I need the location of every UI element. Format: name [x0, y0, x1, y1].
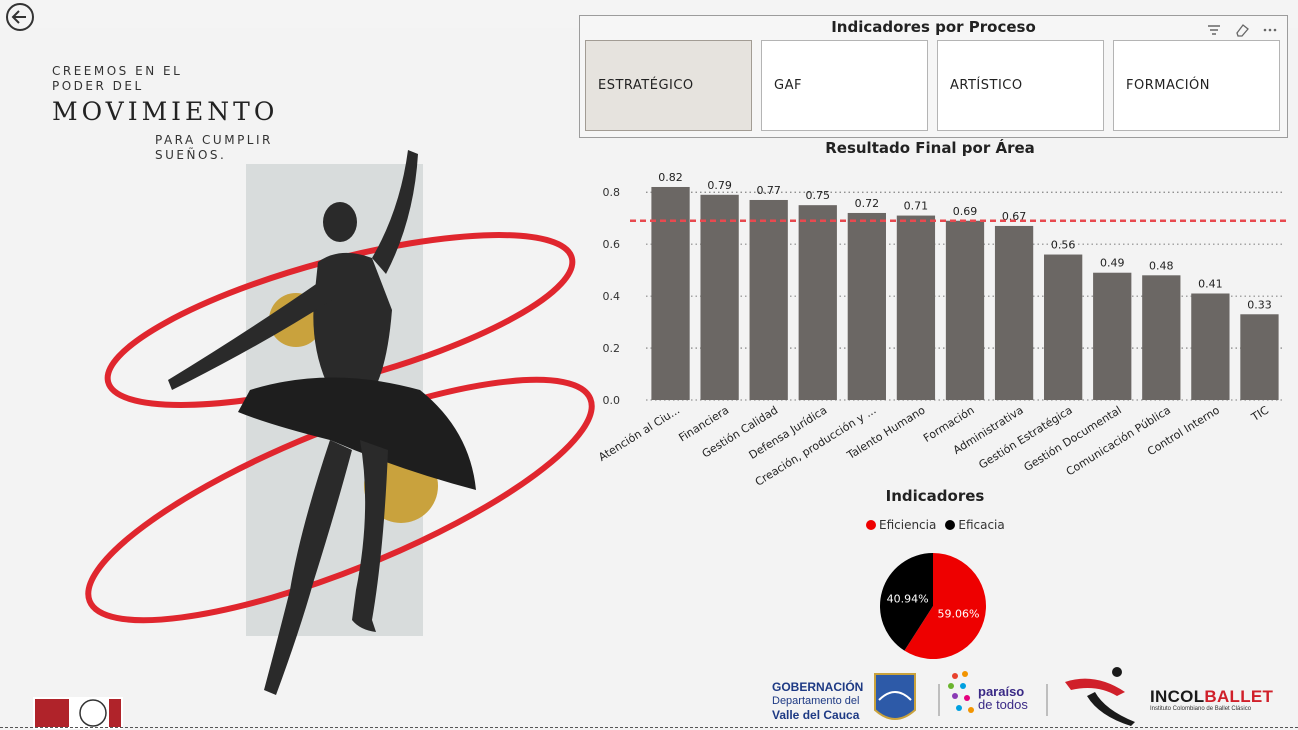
gobernacion-line-1: GOBERNACIÓN: [772, 680, 864, 694]
pie-value-label: 40.94%: [887, 593, 929, 606]
bar[interactable]: [847, 212, 886, 400]
incolballet-wordmark: INCOLBALLET: [1150, 687, 1273, 707]
poster-line-2: PODER DEL: [52, 79, 144, 93]
incolballet-subtitle: Instituto Colombiano de Ballet Clásico: [1150, 706, 1252, 712]
bar-data-label: 0.75: [806, 189, 831, 202]
slicer-option-gaf[interactable]: GAF: [761, 40, 928, 131]
legend-label-eficiencia: Eficiencia: [879, 518, 937, 532]
paraiso-line-2: de todos: [978, 697, 1028, 712]
bar-data-label: 0.56: [1051, 239, 1076, 252]
y-tick-label: 0.6: [603, 238, 621, 251]
bar-data-label: 0.72: [855, 197, 880, 210]
bar[interactable]: [1093, 272, 1132, 400]
bar-chart: 0.0 0.2 0.4 0.6 0.8 0.82 Atención al Ciu... 0.7…: [596, 171, 1288, 489]
poster-line-1: CREEMOS EN EL: [52, 64, 183, 78]
bar-data-label: 0.82: [658, 171, 683, 184]
slicer-title: Indicadores por Proceso: [831, 18, 1036, 36]
poster-line-5: SUEÑOS.: [155, 148, 227, 162]
incolballet-dancer-logo: [1065, 667, 1135, 726]
bar[interactable]: [651, 186, 690, 400]
bar[interactable]: [749, 199, 788, 400]
x-category-label: Atención al Ciu...: [596, 404, 682, 464]
pie-chart: 59.06% 40.94%: [880, 553, 986, 659]
bar-data-label: 0.77: [756, 184, 781, 197]
pie-value-label: 59.06%: [937, 607, 979, 620]
gobernacion-line-2: Departamento del: [772, 695, 860, 707]
pie-legend: Eficiencia Eficacia: [866, 518, 1009, 532]
eraser-icon[interactable]: [1233, 21, 1251, 39]
legend-label-eficacia: Eficacia: [958, 518, 1005, 532]
back-arrow-icon[interactable]: [5, 2, 35, 32]
iso-certification-logo: [33, 697, 123, 729]
bar-data-label: 0.48: [1149, 259, 1174, 272]
poster-line-4: PARA CUMPLIR: [155, 133, 273, 147]
poster-tagline-bottom: PARA CUMPLIR SUEÑOS.: [155, 133, 273, 163]
x-category-label: TIC: [1248, 403, 1271, 424]
incolballet-wordmark-b: BALLET: [1204, 687, 1274, 706]
gobernacion-line-3: Valle del Cauca: [772, 708, 860, 722]
bar[interactable]: [1142, 275, 1181, 400]
slicer-option-estrategico[interactable]: ESTRATÉGICO: [585, 40, 752, 131]
pie-slice-eficiencia[interactable]: [904, 553, 986, 659]
bar-data-label: 0.71: [904, 200, 929, 213]
pie-chart-title: Indicadores: [885, 487, 985, 505]
bottom-divider: [0, 727, 1298, 728]
y-tick-label: 0.8: [603, 186, 621, 199]
legend-dot-eficacia: [945, 520, 956, 530]
bar[interactable]: [1044, 254, 1083, 400]
bar[interactable]: [1191, 293, 1230, 400]
bar-data-label: 0.69: [953, 205, 978, 218]
bar-data-label: 0.79: [707, 179, 732, 192]
legend-item-eficiencia[interactable]: Eficiencia: [866, 518, 936, 532]
more-options-icon[interactable]: [1261, 21, 1279, 39]
process-slicer: Indicadores por Proceso ESTRATÉGICO GAF …: [579, 15, 1288, 138]
poster-headline: MOVIMIENTO: [52, 97, 279, 126]
y-tick-label: 0.2: [603, 342, 621, 355]
valle-shield-logo: [874, 673, 916, 720]
paraiso-line-1: paraíso: [978, 684, 1025, 699]
bar[interactable]: [945, 220, 985, 400]
y-tick-label: 0.4: [603, 290, 621, 303]
incolballet-wordmark-a: INCOL: [1150, 687, 1205, 706]
y-tick-label: 0.0: [603, 394, 621, 407]
poster-tagline-top: CREEMOS EN EL PODER DEL: [52, 64, 182, 94]
legend-dot-eficiencia: [866, 520, 876, 530]
pie-slice-eficacia[interactable]: [880, 553, 933, 651]
bar-data-label: 0.49: [1100, 257, 1125, 270]
filter-icon[interactable]: [1205, 21, 1223, 39]
visual-toolbar: [1205, 21, 1279, 39]
bar[interactable]: [798, 205, 837, 400]
bar-chart-title: Resultado Final por Área: [825, 139, 1035, 157]
bar[interactable]: [896, 215, 936, 400]
legend-item-eficacia[interactable]: Eficacia: [945, 518, 1005, 532]
bar[interactable]: [700, 194, 739, 400]
slicer-option-formacion[interactable]: FORMACIÓN: [1113, 40, 1280, 131]
bar[interactable]: [1240, 314, 1279, 400]
bar-data-label: 0.33: [1247, 298, 1272, 311]
ballerina-artwork: [85, 150, 595, 695]
paraiso-dots-logo: [948, 671, 974, 713]
bar-data-label: 0.41: [1198, 277, 1223, 290]
bar[interactable]: [994, 225, 1034, 400]
dancer-silhouette: [168, 150, 476, 695]
footer-logos: [874, 667, 1135, 726]
slicer-option-artistico[interactable]: ARTÍSTICO: [937, 40, 1104, 131]
